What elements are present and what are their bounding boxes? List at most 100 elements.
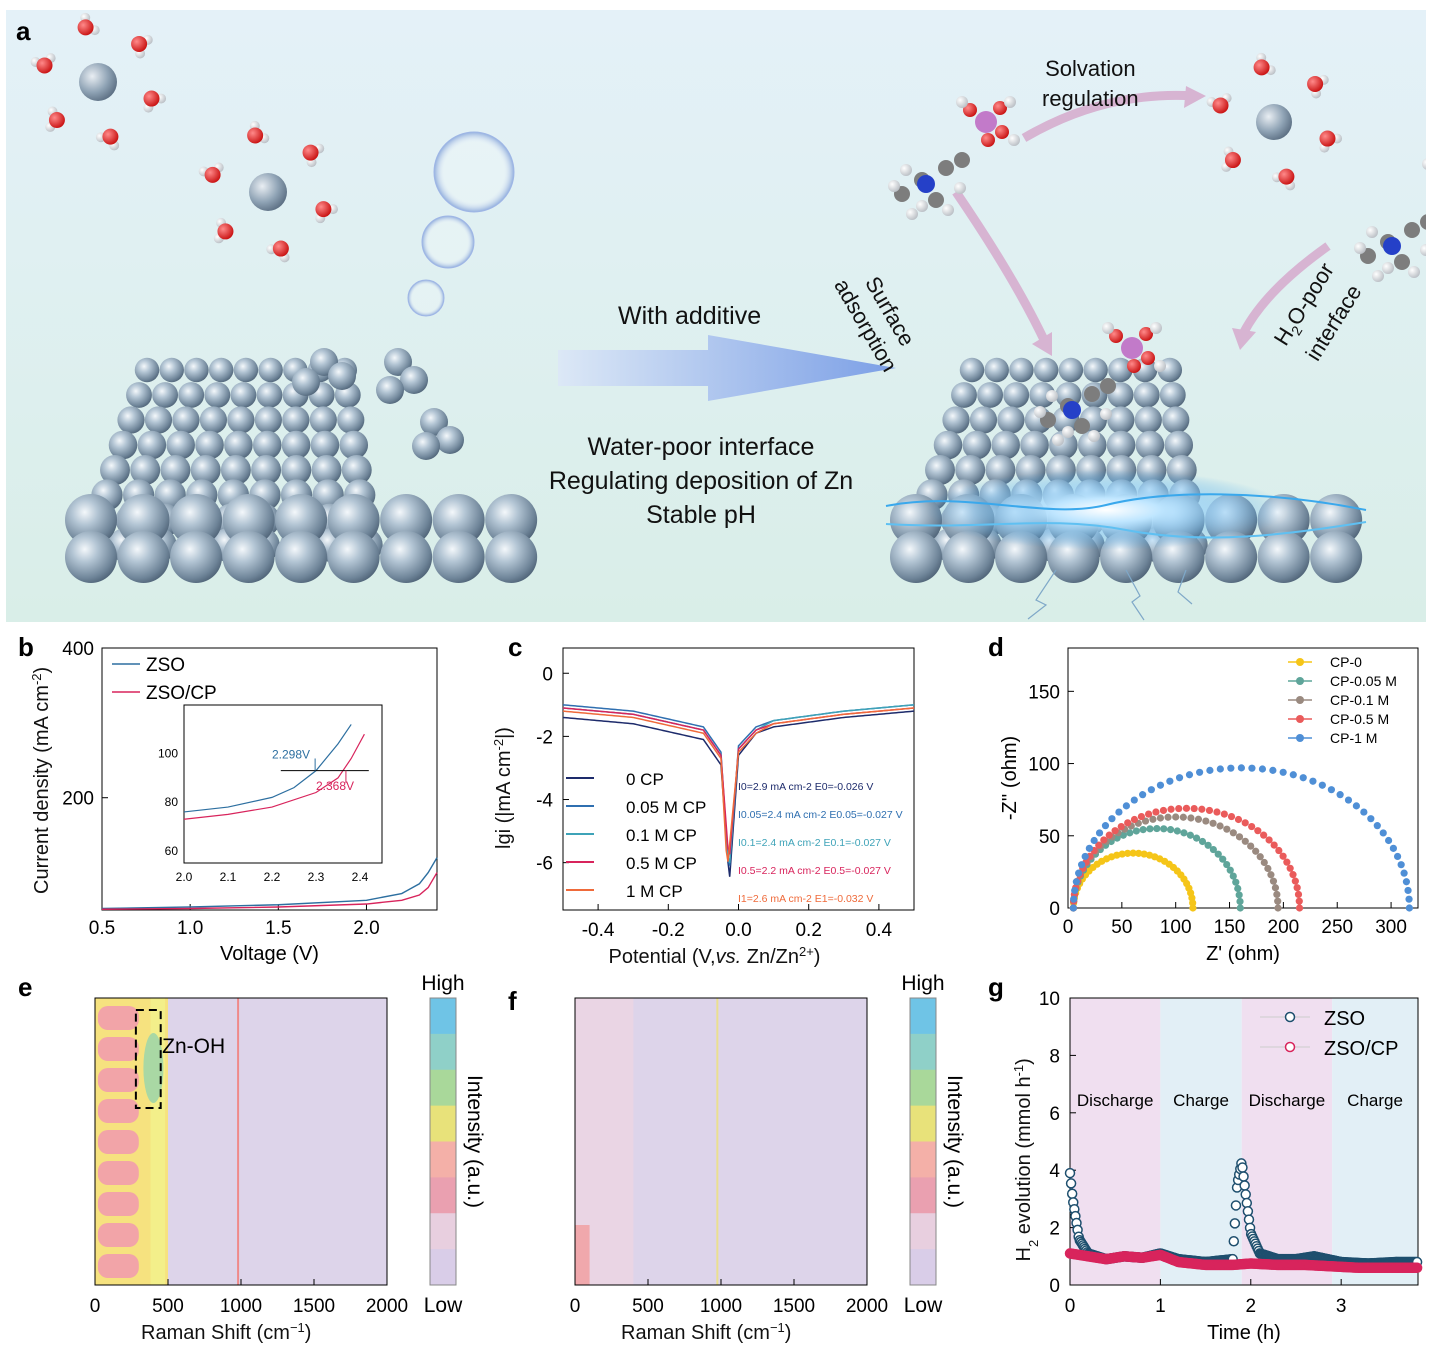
g-legend-label-1: ZSO/CP bbox=[1324, 1038, 1398, 1060]
d-point bbox=[1186, 831, 1194, 839]
cp-adsorbed-h-2 bbox=[1154, 360, 1166, 372]
c-i0-label-1: I0.05=2.4 mA cm-2 E0.05=-0.027 V bbox=[738, 809, 903, 821]
left-slab-front-zn-atom bbox=[275, 531, 328, 583]
right-slab-front-zn-atom bbox=[890, 531, 942, 583]
d-point bbox=[1130, 796, 1138, 804]
right-slab-zn-atom bbox=[1083, 357, 1108, 383]
right-slab-front-zn-atom bbox=[1310, 531, 1363, 583]
d-point bbox=[1175, 804, 1183, 813]
d-point bbox=[1175, 774, 1184, 782]
d-point bbox=[1129, 849, 1137, 857]
d-point bbox=[1194, 815, 1203, 823]
cluster-3-water-1-o bbox=[1278, 168, 1295, 185]
d-point bbox=[1137, 812, 1146, 821]
g-point bbox=[1228, 1236, 1240, 1247]
cp-free-h-2 bbox=[1008, 134, 1020, 146]
c-legend-label-1: 0.05 M CP bbox=[626, 798, 706, 817]
b-inset-frame bbox=[183, 704, 383, 864]
left-slab-zn-atom bbox=[100, 455, 130, 485]
d-point bbox=[1071, 886, 1079, 895]
left-slab-zn-atom bbox=[178, 382, 205, 408]
d-point bbox=[1286, 864, 1294, 872]
e-xtick-label: 500 bbox=[152, 1296, 184, 1317]
d-point bbox=[1118, 850, 1126, 858]
d-point bbox=[1274, 897, 1282, 905]
g-xtick-label: 0 bbox=[1065, 1296, 1076, 1317]
cp-adsorbed-phosphorus bbox=[1121, 337, 1143, 359]
left-slab-front-zn-atom bbox=[485, 531, 538, 583]
e-xtick-label: 1500 bbox=[293, 1296, 335, 1317]
cp-free-o-2 bbox=[981, 133, 995, 147]
d-ytick-label: 150 bbox=[1028, 682, 1060, 703]
cp-free-h-0 bbox=[956, 96, 968, 108]
d-point bbox=[1400, 869, 1408, 877]
cluster-2-water-2-o bbox=[217, 223, 234, 240]
f-colorbar-segment bbox=[910, 1105, 936, 1142]
g-ylabel: H2 evolution (mmol h-1) bbox=[1011, 1058, 1041, 1261]
d-point bbox=[1229, 829, 1237, 837]
d-point bbox=[1265, 836, 1273, 844]
d-point bbox=[1146, 825, 1154, 833]
solvation-arrow bbox=[1021, 90, 1197, 142]
c-xlabel: Potential (V,vs. Zn/Zn2+) bbox=[609, 944, 821, 969]
d-point bbox=[1318, 781, 1326, 789]
cluster-3-water-5-o bbox=[1307, 75, 1324, 92]
cluster-2-water-5-o bbox=[302, 144, 319, 161]
cp-free-h2-5 bbox=[906, 208, 918, 220]
d-point bbox=[1180, 829, 1188, 837]
left-slab-front-zn-atom bbox=[117, 531, 170, 583]
d-point bbox=[1075, 869, 1083, 877]
left-slab-zn-atom bbox=[310, 430, 340, 460]
c-ylabel: lgi (|mA cm-2|) bbox=[491, 727, 516, 849]
d-point bbox=[1269, 877, 1278, 885]
d-point bbox=[1159, 806, 1168, 815]
g-legend-marker-0 bbox=[1284, 1011, 1296, 1023]
f-xtick-label: 0 bbox=[570, 1296, 581, 1317]
d-point bbox=[1279, 768, 1287, 776]
d-point bbox=[1095, 829, 1104, 837]
e-xtick-label: 0 bbox=[90, 1296, 101, 1317]
d-point bbox=[1295, 904, 1304, 912]
with-additive-label: With additive bbox=[618, 302, 762, 330]
d-point bbox=[1081, 852, 1089, 861]
left-slab-front-zn-atom bbox=[380, 494, 433, 546]
cluster-3-water-2-o bbox=[1224, 152, 1241, 169]
left-slab-zn-atom bbox=[130, 455, 161, 485]
d-point bbox=[1189, 899, 1197, 907]
d-point bbox=[1122, 802, 1130, 810]
right-slab-zn-atom bbox=[1033, 357, 1059, 383]
surface-arrow-head bbox=[1032, 332, 1052, 356]
d-point bbox=[1108, 815, 1116, 823]
left-slab-zn-atom bbox=[204, 382, 231, 408]
right-slab-zn-atom bbox=[951, 382, 977, 408]
d-point bbox=[1279, 852, 1287, 860]
b-inset-ytick: 100 bbox=[158, 747, 178, 761]
cp-solvated-c-2 bbox=[1394, 254, 1410, 270]
d-point bbox=[1289, 871, 1297, 879]
e-band-pink bbox=[97, 1130, 139, 1154]
right-slab-zn-atom bbox=[984, 357, 1009, 383]
dendrite-atom-6 bbox=[420, 408, 448, 436]
g-point bbox=[1065, 1178, 1077, 1189]
d-point bbox=[1144, 810, 1153, 818]
left-slab-zn-atom bbox=[227, 406, 255, 434]
left-slab-zn-atom bbox=[137, 430, 167, 460]
d-point bbox=[1223, 860, 1231, 869]
b-inset-ytick: 80 bbox=[165, 795, 179, 809]
left-slab-zn-atom bbox=[252, 430, 282, 460]
d-point bbox=[1130, 815, 1139, 824]
left-slab-front-zn-atom bbox=[222, 531, 275, 583]
d-point bbox=[1405, 895, 1413, 903]
d-legend-marker-0 bbox=[1296, 658, 1304, 666]
d-point bbox=[1196, 768, 1204, 776]
left-slab-front-zn-atom bbox=[117, 494, 170, 546]
left-slab-zn-atom bbox=[337, 406, 365, 434]
d-point bbox=[1192, 834, 1201, 842]
panel-a: a With additive Water-poor interface Reg… bbox=[6, 10, 1429, 622]
chart-c: -0.4 -0.2 0.0 0.2 0.4 0 -2 -4 -6 Potential (V,vs.… bbox=[491, 647, 915, 969]
left-slab-front-zn-atom bbox=[170, 531, 223, 583]
d-point bbox=[1135, 849, 1143, 857]
d-point bbox=[1187, 814, 1195, 822]
c-ytick-label: 0 bbox=[542, 664, 553, 685]
e-colorbar-frame bbox=[429, 997, 457, 1286]
